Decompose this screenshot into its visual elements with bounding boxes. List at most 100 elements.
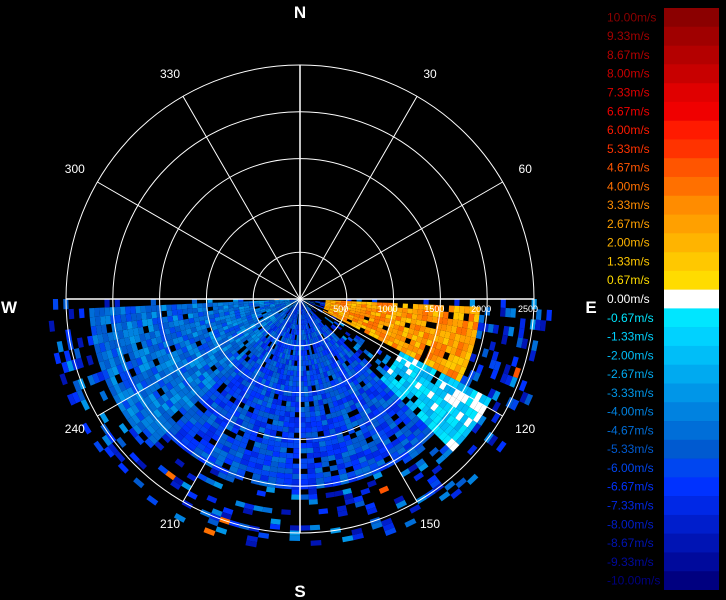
echo-cell: [346, 352, 353, 359]
echo-cell: [308, 396, 314, 402]
echo-cell: [121, 389, 131, 400]
echo-cell: [422, 332, 430, 340]
echo-cell: [384, 527, 397, 536]
echo-cell: [239, 335, 246, 341]
echo-cell: [264, 351, 270, 357]
echo-cell: [180, 437, 191, 446]
echo-cell: [184, 433, 194, 442]
echo-cell: [297, 304, 300, 310]
echo-cell: [246, 535, 258, 543]
echo-cell: [253, 441, 262, 449]
echo-cell: [289, 375, 294, 382]
echo-cell: [284, 308, 289, 313]
echo-cell: [152, 343, 160, 352]
echo-cell: [329, 307, 335, 310]
echo-cell: [296, 309, 299, 315]
echo-cell: [311, 308, 317, 313]
echo-cell: [270, 306, 276, 310]
echo-cell: [255, 364, 262, 371]
echo-cell: [227, 381, 235, 389]
echo-cell: [226, 400, 234, 408]
echo-cell: [355, 342, 362, 349]
echo-cell: [197, 374, 206, 382]
echo-cell: [56, 341, 64, 353]
echo-cell: [354, 500, 365, 508]
echo-cell: [352, 318, 359, 323]
echo-cell: [71, 391, 81, 404]
echo-cell: [61, 361, 70, 374]
echo-cell: [246, 327, 253, 333]
echo-cell: [96, 352, 104, 363]
echo-cell: [256, 313, 262, 317]
echo-cell: [300, 365, 304, 372]
echo-cell: [345, 394, 353, 402]
echo-cell: [351, 320, 358, 326]
echo-cell: [101, 434, 113, 447]
echo-cell: [225, 358, 232, 366]
echo-cell: [223, 385, 232, 393]
echo-cell: [197, 417, 206, 426]
cardinal-label-e: E: [585, 298, 596, 317]
echo-cell: [145, 305, 152, 313]
echo-cell: [467, 321, 474, 330]
echo-cell: [284, 468, 293, 474]
echo-cell: [248, 434, 257, 442]
echo-cell: [335, 305, 341, 308]
echo-cell: [234, 360, 241, 368]
echo-cell: [425, 430, 435, 440]
echo-cell: [178, 353, 186, 361]
echo-cell: [292, 302, 297, 306]
echo-cell: [315, 301, 321, 303]
echo-cell: [289, 525, 300, 531]
echo-cell: [181, 303, 188, 310]
echo-cell: [223, 457, 233, 466]
echo-cell: [289, 354, 293, 361]
echo-cell: [352, 441, 362, 449]
echo-cell: [231, 332, 238, 338]
echo-cell: [249, 366, 256, 373]
echo-cell: [447, 318, 454, 326]
echo-cell: [378, 446, 388, 455]
echo-cell: [213, 481, 224, 490]
echo-cell: [370, 328, 377, 334]
echo-cell: [335, 348, 341, 354]
echo-cell: [138, 364, 146, 373]
echo-cell: [268, 314, 274, 319]
echo-cell: [398, 340, 405, 347]
echo-cell: [333, 378, 340, 385]
echo-cell: [177, 314, 184, 321]
echo-cell: [322, 360, 328, 367]
echo-cell: [347, 316, 354, 321]
echo-cell: [422, 379, 431, 388]
echo-cell: [157, 342, 165, 351]
echo-cell: [284, 300, 290, 302]
echo-cell: [246, 344, 253, 350]
echo-cell: [264, 357, 270, 363]
echo-cell: [384, 405, 393, 414]
echo-cell: [238, 301, 244, 305]
echo-cell: [342, 488, 352, 495]
echo-cell: [317, 362, 322, 369]
echo-cell: [310, 300, 316, 303]
echo-cell: [136, 319, 143, 328]
echo-cell: [337, 346, 343, 353]
echo-cell: [266, 309, 272, 313]
echo-cell: [276, 345, 281, 352]
echo-cell: [349, 312, 355, 316]
echo-cell: [422, 309, 429, 316]
echo-cell: [249, 309, 256, 313]
echo-cell: [190, 327, 197, 334]
echo-cell: [311, 315, 315, 321]
echo-cell: [426, 399, 435, 409]
echo-cell: [420, 337, 428, 345]
echo-cell: [435, 342, 443, 351]
echo-cell: [254, 337, 260, 343]
echo-cell: [99, 390, 109, 402]
echo-cell: [209, 371, 217, 379]
colorbar-label: -8.00m/s: [607, 517, 654, 531]
echo-cell: [384, 442, 394, 451]
echo-cell: [165, 382, 174, 391]
echo-cell: [267, 397, 274, 404]
echo-cell: [297, 309, 299, 315]
echo-cell: [276, 367, 282, 374]
